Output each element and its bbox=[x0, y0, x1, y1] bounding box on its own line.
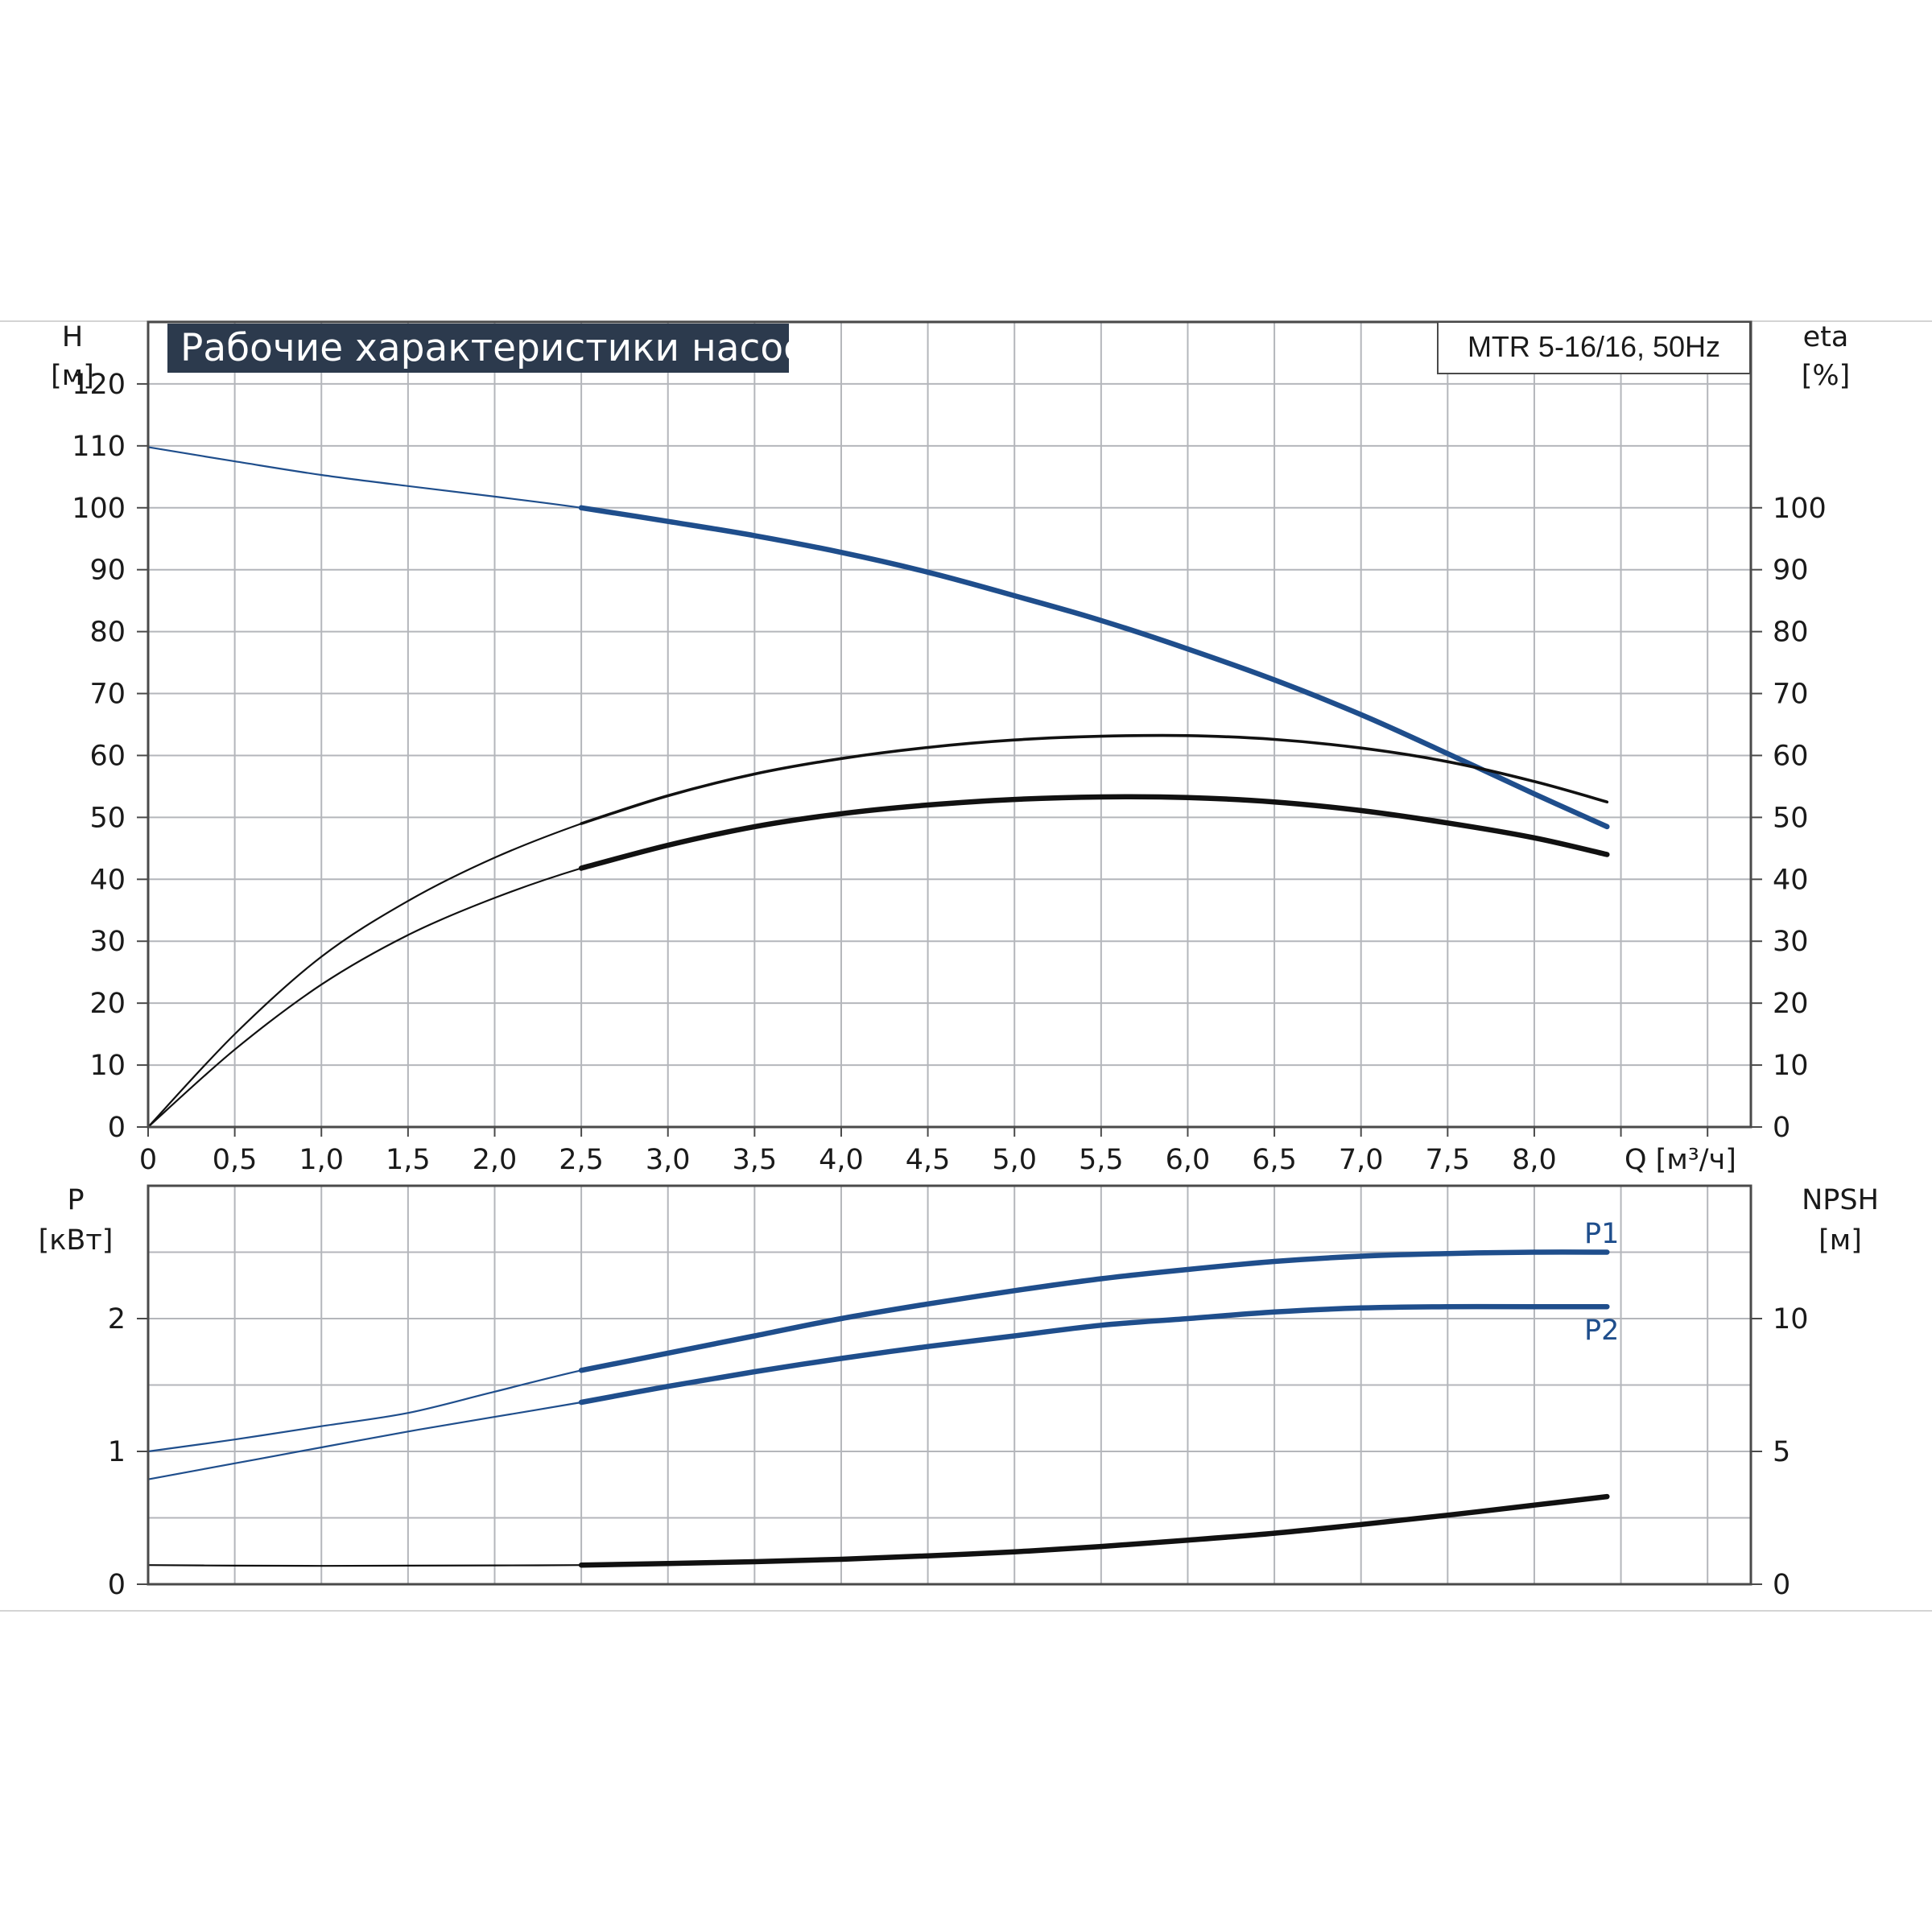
model-label-box bbox=[1437, 321, 1751, 374]
eta-tick-label: 20 bbox=[1773, 988, 1809, 1020]
q-axis-label: Q [м³/ч] bbox=[1624, 1144, 1736, 1176]
h-tick-label: 80 bbox=[89, 617, 126, 649]
h-tick-label: 10 bbox=[89, 1050, 126, 1082]
bottom-grid bbox=[148, 1186, 1751, 1584]
h-tick-label: 30 bbox=[89, 926, 126, 958]
x-tick-label: 3,0 bbox=[646, 1144, 691, 1176]
x-tick-label: 5,5 bbox=[1079, 1144, 1124, 1176]
eta1-curve-thin bbox=[147, 734, 1608, 1129]
tick-labels: 0 0,5 1,0 1,5 2,0 2,5 3,0 3,5 4,0 4,5 5,0 5,5 6,0 6,5… bbox=[72, 369, 1827, 1601]
eta-tick-label: 70 bbox=[1773, 679, 1809, 711]
top-curves bbox=[147, 446, 1610, 1129]
x-tick-label: 1,0 bbox=[299, 1144, 344, 1176]
x-tick-label: 2,5 bbox=[559, 1144, 604, 1176]
x-tick-label: 8,0 bbox=[1512, 1144, 1557, 1176]
bottom-curves bbox=[147, 1249, 1610, 1568]
eta-tick-label: 80 bbox=[1773, 617, 1809, 649]
x-tick-label: 2,0 bbox=[473, 1144, 518, 1176]
x-tick-label: 6,0 bbox=[1166, 1144, 1211, 1176]
eta-tick-label: 40 bbox=[1773, 864, 1809, 896]
npsh-axis-unit: [м] bbox=[1818, 1224, 1862, 1257]
p-axis-label: P bbox=[67, 1184, 84, 1216]
npsh-tick-label: 0 bbox=[1773, 1569, 1790, 1601]
p2-curve-thin bbox=[147, 1305, 1608, 1480]
x-tick-label: 7,0 bbox=[1339, 1144, 1384, 1176]
x-tick-label: 0,5 bbox=[213, 1144, 258, 1176]
eta2-curve-thin bbox=[147, 795, 1608, 1129]
eta-tick-label: 60 bbox=[1773, 740, 1809, 772]
h-tick-label: 0 bbox=[108, 1112, 126, 1144]
eta2-curve-operating bbox=[578, 794, 1610, 871]
eta-tick-label: 90 bbox=[1773, 555, 1809, 587]
p-tick-label: 0 bbox=[108, 1569, 126, 1601]
eta-tick-label: 30 bbox=[1773, 926, 1809, 958]
h-tick-label: 70 bbox=[89, 679, 126, 711]
eta-tick-label: 100 bbox=[1773, 493, 1827, 525]
h-tick-label: 100 bbox=[72, 493, 126, 525]
x-tick-label: 6,5 bbox=[1252, 1144, 1297, 1176]
p2-curve-label: P2 bbox=[1584, 1315, 1619, 1347]
eta-axis-unit: [%] bbox=[1802, 360, 1851, 392]
h-tick-label: 90 bbox=[89, 555, 126, 587]
x-tick-label: 1,5 bbox=[386, 1144, 431, 1176]
npsh-curve-operating bbox=[578, 1493, 1610, 1568]
x-tick-label: 5,0 bbox=[992, 1144, 1037, 1176]
h-tick-label: 40 bbox=[89, 864, 126, 896]
eta-axis-label: eta bbox=[1803, 321, 1849, 353]
h-tick-label: 50 bbox=[89, 802, 126, 834]
model-label: MTR 5-16/16, 50Hz bbox=[1468, 330, 1720, 363]
x-tick-label: 0 bbox=[139, 1144, 157, 1176]
h-tick-label: 120 bbox=[72, 369, 126, 401]
h-axis-label: H bbox=[62, 321, 83, 353]
p2-curve-operating bbox=[578, 1303, 1610, 1406]
npsh-tick-label: 10 bbox=[1773, 1303, 1809, 1335]
chart-title-background bbox=[167, 324, 789, 373]
x-tick-label: 4,5 bbox=[906, 1144, 951, 1176]
npsh-axis-label: NPSH bbox=[1802, 1184, 1879, 1216]
p1-curve-label: P1 bbox=[1584, 1218, 1619, 1250]
npsh-tick-label: 5 bbox=[1773, 1436, 1790, 1468]
eta1-curve-operating bbox=[580, 733, 1609, 825]
top-grid bbox=[148, 322, 1751, 1127]
eta-tick-label: 10 bbox=[1773, 1050, 1809, 1082]
x-tick-label: 4,0 bbox=[819, 1144, 864, 1176]
bottom-plot-frame bbox=[147, 1184, 1752, 1586]
eta-tick-label: 50 bbox=[1773, 802, 1809, 834]
chart-title: Рабочие характеристики насоса bbox=[180, 326, 828, 370]
top-plot-frame bbox=[147, 320, 1752, 1129]
p-tick-label: 2 bbox=[108, 1303, 126, 1335]
x-tick-label: 3,5 bbox=[733, 1144, 778, 1176]
h-tick-label: 20 bbox=[89, 988, 126, 1020]
p-axis-unit: [кВт] bbox=[39, 1224, 114, 1257]
h-curve-operating bbox=[578, 505, 1610, 830]
p1-curve-operating bbox=[578, 1249, 1610, 1373]
h-curve-thin bbox=[147, 446, 1608, 828]
h-tick-label: 110 bbox=[72, 431, 126, 463]
x-tick-label: 7,5 bbox=[1425, 1144, 1470, 1176]
p-tick-label: 1 bbox=[108, 1436, 126, 1468]
eta-tick-label: 0 bbox=[1773, 1112, 1790, 1144]
h-tick-label: 60 bbox=[89, 740, 126, 772]
h-axis-unit: [м] bbox=[51, 360, 94, 392]
